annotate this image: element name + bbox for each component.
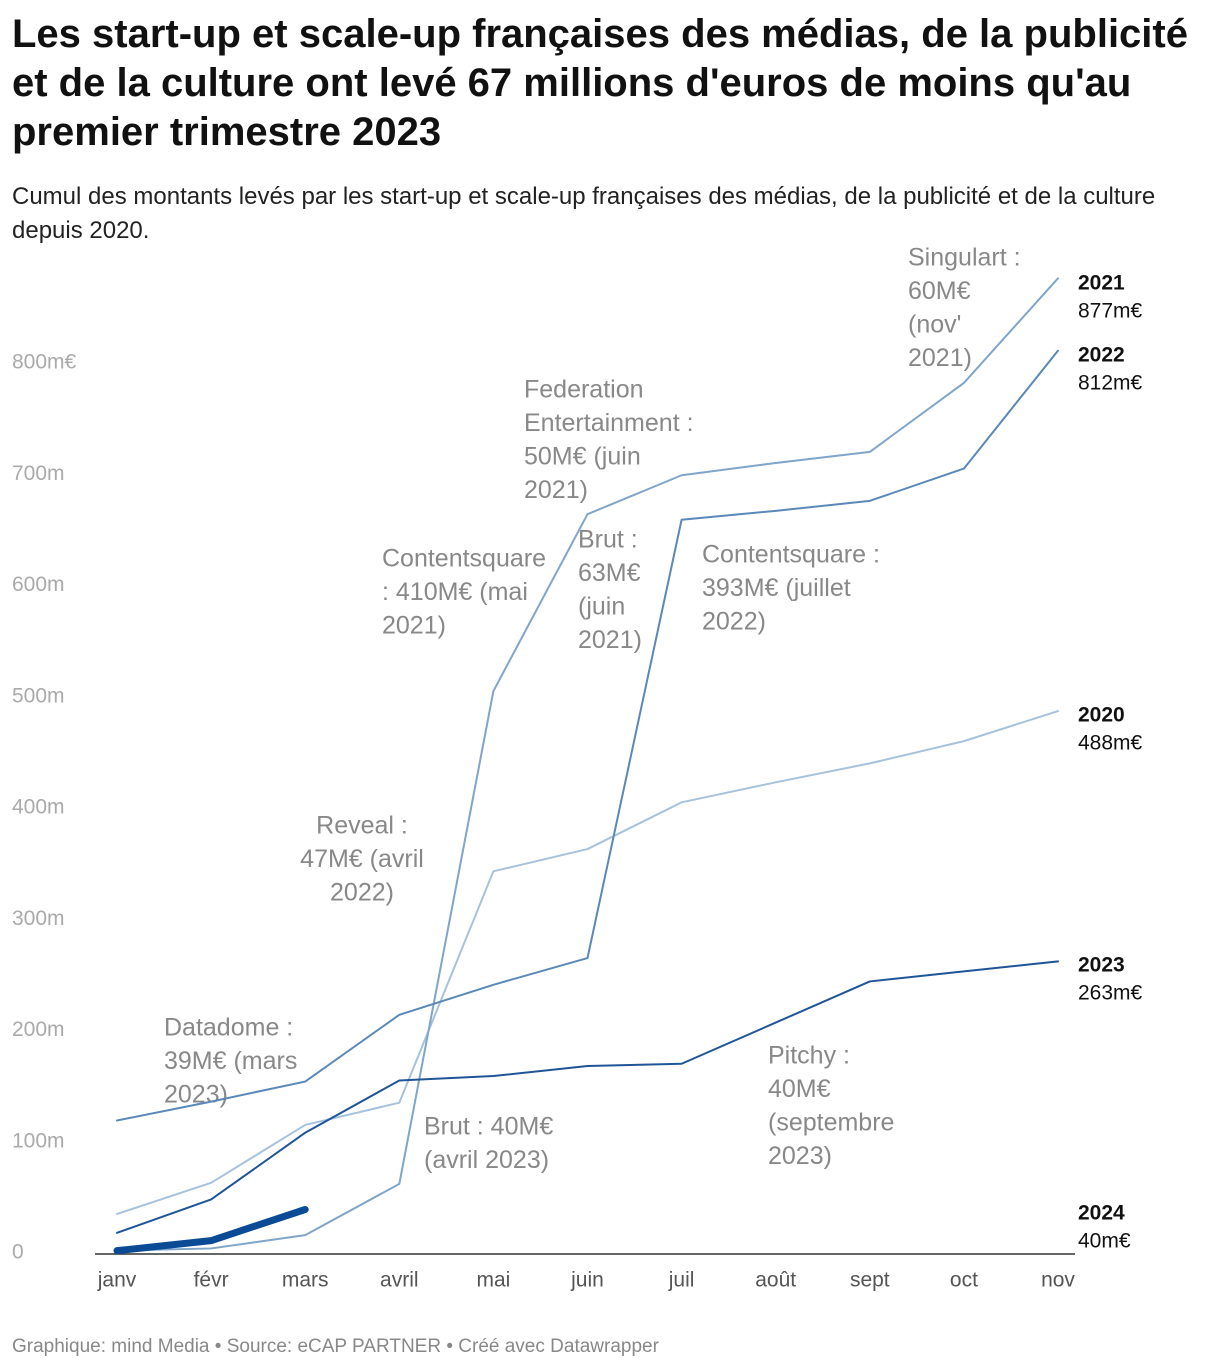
- annotation: Singulart :: [908, 244, 1021, 272]
- annotation: Federation: [524, 376, 644, 404]
- data-label: 40m€: [1078, 1230, 1131, 1253]
- annotation: (juin: [578, 593, 625, 621]
- annotation: 50M€ (juin: [524, 443, 641, 471]
- y-tick-label: 100m: [12, 1129, 65, 1152]
- legend-label: 2024: [1078, 1202, 1125, 1225]
- x-tick-label: août: [755, 1269, 796, 1292]
- annotation: : 410M€ (mai: [382, 578, 528, 606]
- legend-label: 2020: [1078, 704, 1125, 727]
- annotation: Brut : 40M€: [424, 1113, 553, 1141]
- x-tick-label: févr: [194, 1269, 229, 1292]
- chart-subtitle: Cumul des montants levés par les start-u…: [12, 183, 1156, 244]
- y-tick-label: 500m: [12, 684, 65, 707]
- series-line: [116, 710, 1059, 1215]
- annotation: 2022): [330, 879, 394, 907]
- y-tick-label: 700m: [12, 462, 65, 485]
- x-tick-label: oct: [950, 1269, 978, 1292]
- series-line: [116, 960, 1059, 1234]
- x-tick-label: nov: [1041, 1269, 1075, 1292]
- y-tick-label: 400m: [12, 796, 65, 819]
- x-tick-label: juin: [570, 1269, 604, 1292]
- x-tick-label: sept: [850, 1269, 890, 1292]
- annotation: 2021): [578, 626, 642, 654]
- y-tick-label: 800m€: [12, 351, 77, 374]
- annotation: Entertainment :: [524, 409, 694, 437]
- annotation: Pitchy :: [768, 1042, 850, 1070]
- x-tick-label: janv: [97, 1269, 137, 1292]
- x-tick-label: mai: [476, 1269, 510, 1292]
- annotation: 2021): [382, 612, 446, 640]
- series-line: [116, 349, 1059, 1122]
- data-label: 877m€: [1078, 300, 1143, 323]
- annotation: 47M€ (avril: [300, 845, 424, 873]
- data-label: 263m€: [1078, 982, 1143, 1005]
- y-tick-label: 300m: [12, 907, 65, 930]
- legend-label: 2023: [1078, 954, 1125, 977]
- chart-title: Les start-up et scale-up françaises des …: [12, 12, 1188, 154]
- annotation: Contentsquare :: [702, 541, 880, 569]
- annotation: 40M€: [768, 1075, 831, 1103]
- annotation: 2021): [908, 344, 972, 372]
- annotation: Datadome :: [164, 1014, 293, 1042]
- annotation: (septembre: [768, 1109, 894, 1137]
- annotation: 39M€ (mars: [164, 1047, 297, 1075]
- annotation: 2021): [524, 476, 588, 504]
- annotation: 393M€ (juillet: [702, 574, 851, 602]
- data-label: 488m€: [1078, 732, 1143, 755]
- x-tick-label: avril: [380, 1269, 419, 1292]
- annotation: (nov': [908, 311, 961, 339]
- y-tick-label: 600m: [12, 573, 65, 596]
- series-line: [113, 1206, 309, 1255]
- annotation: 63M€: [578, 559, 641, 587]
- data-label: 812m€: [1078, 372, 1143, 395]
- y-tick-label: 0: [12, 1241, 24, 1264]
- footer: Graphique: mind Media • Source: eCAP PAR…: [12, 1336, 660, 1357]
- annotation: 2023): [768, 1142, 832, 1170]
- annotation: Brut :: [578, 526, 638, 554]
- annotation: (avril 2023): [424, 1146, 549, 1174]
- legend-label: 2022: [1078, 344, 1125, 367]
- annotation: 2022): [702, 608, 766, 636]
- annotation: Reveal :: [316, 812, 408, 840]
- y-tick-label: 200m: [12, 1018, 65, 1041]
- annotation: 60M€: [908, 277, 971, 305]
- legend-label: 2021: [1078, 272, 1125, 295]
- x-tick-label: juil: [668, 1269, 695, 1292]
- series-line: [116, 277, 1059, 1252]
- x-tick-label: mars: [282, 1269, 329, 1292]
- annotation: Contentsquare: [382, 545, 546, 573]
